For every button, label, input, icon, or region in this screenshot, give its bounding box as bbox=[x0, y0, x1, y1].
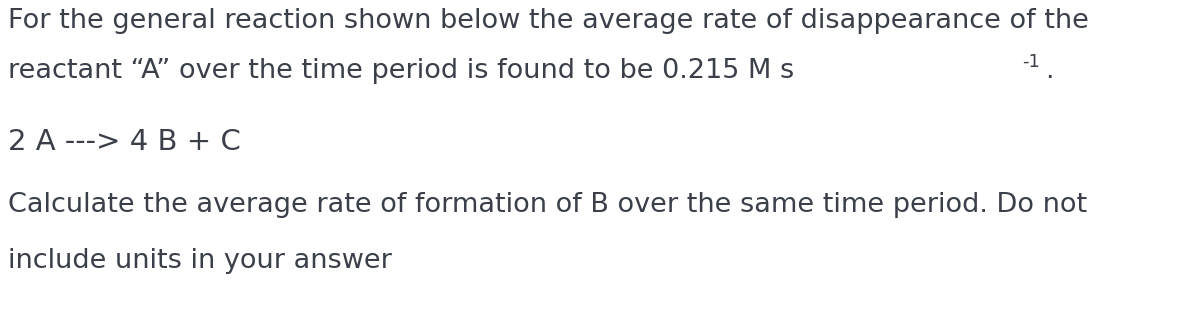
Text: Calculate the average rate of formation of B over the same time period. Do not: Calculate the average rate of formation … bbox=[8, 192, 1087, 218]
Text: -1: -1 bbox=[1022, 53, 1040, 71]
Text: reactant “A” over the time period is found to be 0.215 M s: reactant “A” over the time period is fou… bbox=[8, 58, 794, 84]
Text: For the general reaction shown below the average rate of disappearance of the: For the general reaction shown below the… bbox=[8, 8, 1089, 34]
Text: 2 A ---> 4 B + C: 2 A ---> 4 B + C bbox=[8, 128, 241, 156]
Text: .: . bbox=[1046, 58, 1054, 84]
Text: include units in your answer: include units in your answer bbox=[8, 248, 392, 274]
